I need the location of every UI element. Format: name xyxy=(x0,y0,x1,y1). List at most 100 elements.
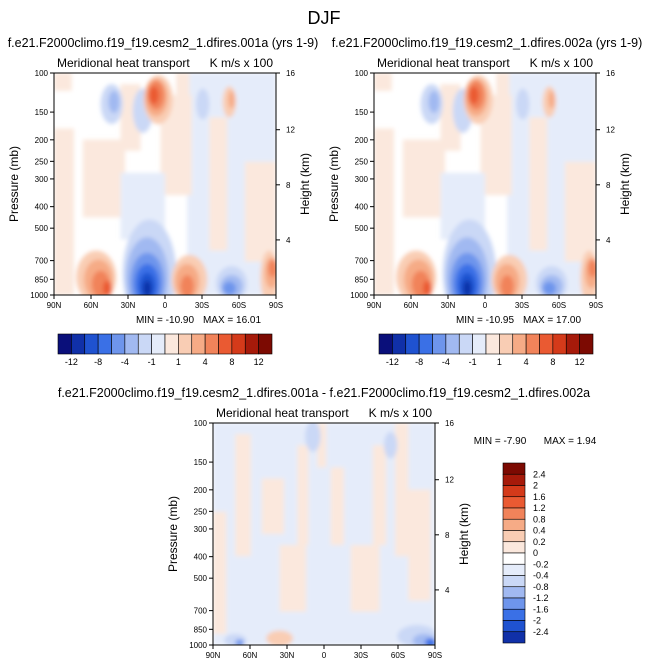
y-tick-label: 400 xyxy=(355,203,369,212)
contour-band xyxy=(374,128,394,295)
contour-band xyxy=(305,423,321,452)
y-tick-label: 300 xyxy=(194,525,208,534)
y-tick-label: 150 xyxy=(355,108,369,117)
contour-band xyxy=(209,117,228,251)
contour-band xyxy=(176,73,190,118)
contour-band xyxy=(372,445,387,546)
colorbar-box xyxy=(378,333,393,355)
x-tick-label: 60N xyxy=(243,651,258,660)
y-tick-label: 500 xyxy=(35,224,49,233)
y-tick-label: 300 xyxy=(355,175,369,184)
y2-tick-label: 12 xyxy=(286,126,295,135)
y2-tick-label: 16 xyxy=(286,69,295,78)
contour-band xyxy=(261,478,285,534)
contour-band xyxy=(222,281,237,295)
colorbar-box xyxy=(191,333,206,355)
y-tick-label: 300 xyxy=(35,175,49,184)
colorbar-box xyxy=(512,333,527,355)
colorbar-box xyxy=(97,333,112,355)
colorbar-box xyxy=(565,333,580,355)
colorbar-box xyxy=(502,597,526,610)
colorbar-label: -1.6 xyxy=(533,604,549,614)
y-tick-label: 1000 xyxy=(189,641,207,650)
colorbar-box xyxy=(552,333,567,355)
x-tick-label: 0 xyxy=(483,301,488,310)
contour-band xyxy=(564,161,596,262)
max-label: MAX = 17.00 xyxy=(523,315,582,326)
contour-band xyxy=(330,467,344,546)
colorbar-label: -1 xyxy=(469,357,477,367)
x-tick-label: 30S xyxy=(354,651,368,660)
contour-band xyxy=(108,90,120,113)
colorbar-box xyxy=(502,507,526,520)
y-tick-label: 850 xyxy=(355,275,369,284)
y2-tick-label: 8 xyxy=(445,531,450,540)
colorbar-label: 4 xyxy=(203,357,208,367)
contour-band xyxy=(149,86,159,105)
x-tick-label: 90S xyxy=(428,651,442,660)
contour-band xyxy=(548,90,555,109)
x-tick-label: 60S xyxy=(232,301,246,310)
colorbar-box xyxy=(502,631,526,644)
colorbar-box xyxy=(111,333,126,355)
contour-band xyxy=(54,73,72,91)
y2-tick-label: 4 xyxy=(286,236,291,245)
y2-tick-label: 4 xyxy=(445,586,450,595)
colorbar-box xyxy=(392,333,407,355)
contour-band xyxy=(428,90,440,113)
x-tick-label: 0 xyxy=(163,301,168,310)
contour-band xyxy=(588,259,596,278)
contour-band xyxy=(516,88,530,120)
colorbar-label: 12 xyxy=(254,357,264,367)
x-tick-label: 60S xyxy=(552,301,566,310)
contour-band xyxy=(374,73,392,91)
contour-band xyxy=(213,511,227,634)
y-tick-label: 500 xyxy=(355,224,369,233)
contour-band xyxy=(244,161,276,262)
colorbar-label: 1.2 xyxy=(533,503,546,513)
plot-subtitle-right: K m/s x 100 xyxy=(210,56,274,70)
colorbar-label: 8 xyxy=(550,357,555,367)
plot-subtitle-left: Meridional heat transport xyxy=(57,56,190,70)
y2-axis-title: Height (km) xyxy=(457,503,471,565)
contour-band xyxy=(469,86,479,105)
y2-tick-label: 12 xyxy=(606,126,615,135)
contour-layers xyxy=(213,423,435,645)
colorbar-label: 0 xyxy=(533,548,538,558)
y-tick-label: 400 xyxy=(35,203,49,212)
y2-tick-label: 8 xyxy=(606,181,611,190)
contour-band xyxy=(422,280,432,295)
y2-tick-label: 8 xyxy=(286,181,291,190)
panel-title: f.e21.F2000climo.f19_f19.cesm2_1.dfires.… xyxy=(332,36,643,50)
plot-subtitle-left: Meridional heat transport xyxy=(377,56,510,70)
y-tick-label: 200 xyxy=(194,486,208,495)
contour-band xyxy=(266,630,293,645)
y-tick-label: 150 xyxy=(35,108,49,117)
x-tick-label: 90N xyxy=(47,301,62,310)
contour-band xyxy=(542,281,557,295)
plot-subtitle-right: K m/s x 100 xyxy=(530,56,594,70)
y-tick-label: 700 xyxy=(35,257,49,266)
contour-field xyxy=(213,423,435,645)
y-tick-label: 250 xyxy=(194,507,208,516)
y-tick-label: 500 xyxy=(194,574,208,583)
y-tick-label: 200 xyxy=(35,136,49,145)
contour-band xyxy=(350,545,380,612)
contour-band xyxy=(463,280,472,295)
colorbar-box xyxy=(258,333,273,355)
max-label: MAX = 16.01 xyxy=(203,315,262,326)
colorbar-box xyxy=(502,462,526,475)
y2-tick-label: 16 xyxy=(606,69,615,78)
x-tick-label: 90S xyxy=(589,301,603,310)
contour-band xyxy=(317,423,327,468)
panel-title: f.e21.F2000climo.f19_f19.cesm2_1.dfires.… xyxy=(8,36,319,50)
colorbar-label: 0.2 xyxy=(533,537,546,547)
x-tick-label: 30S xyxy=(195,301,209,310)
contour-band xyxy=(268,259,276,278)
y-tick-label: 200 xyxy=(355,136,369,145)
colorbar-label: -1 xyxy=(148,357,156,367)
colorbar-label: 1.6 xyxy=(533,492,546,502)
y2-tick-label: 4 xyxy=(606,236,611,245)
colorbar-box xyxy=(499,333,514,355)
y2-axis-title: Height (km) xyxy=(298,153,312,215)
